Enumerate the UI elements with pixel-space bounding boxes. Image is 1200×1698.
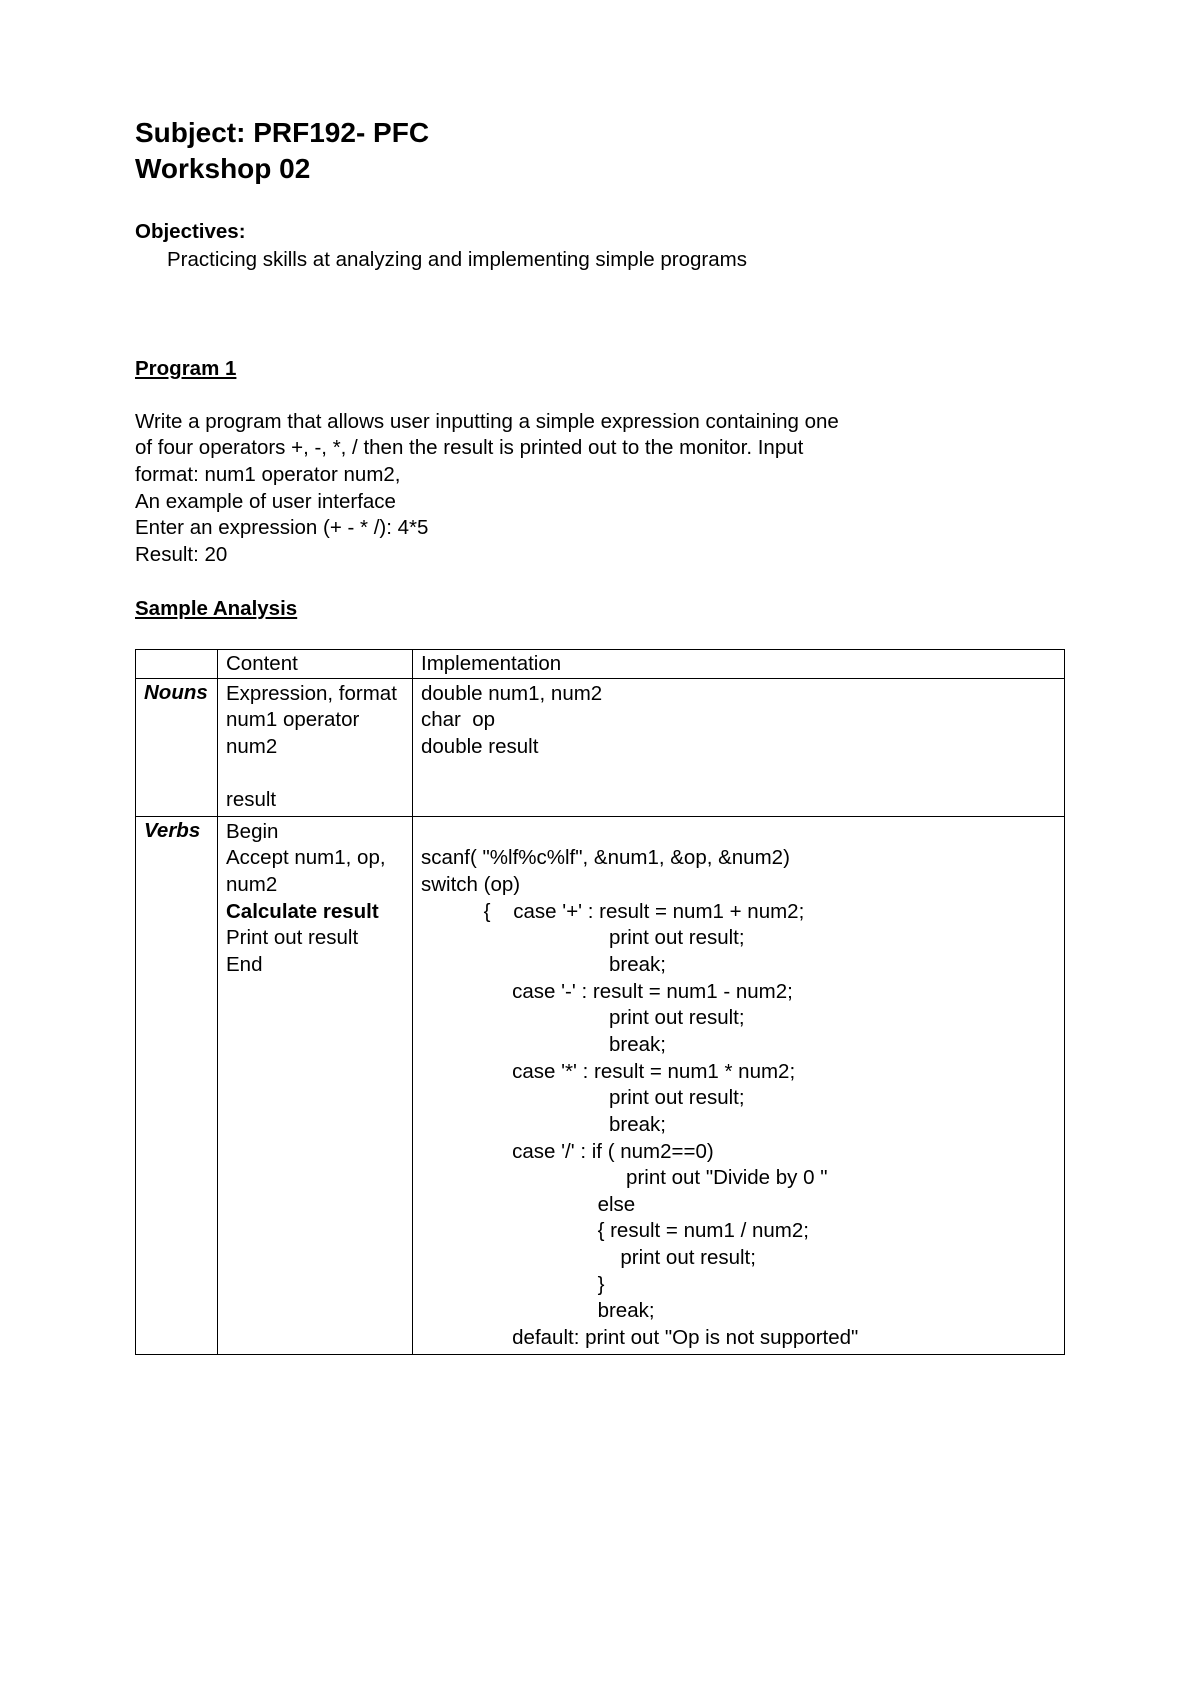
desc-line-3: format: num1 operator num2, [135,462,1065,489]
nouns-impl: double num1, num2 char op double result [421,681,1056,761]
program-description: Write a program that allows user inputti… [135,409,1065,569]
verbs-content: Begin Accept num1, op, num2 Calculate re… [226,819,404,979]
nouns-content: Expression, format num1 operator num2 re… [226,681,404,814]
desc-line-1: Write a program that allows user inputti… [135,409,1065,436]
desc-line-4: An example of user interface [135,489,1065,516]
document-title: Subject: PRF192- PFC Workshop 02 [135,115,1065,188]
nouns-label: Nouns [136,678,218,816]
desc-line-6: Result: 20 [135,542,1065,569]
header-col2: Content [218,649,413,678]
header-col1 [136,649,218,678]
title-line-1: Subject: PRF192- PFC [135,117,429,148]
table-row-verbs: Verbs Begin Accept num1, op, num2 Calcul… [136,816,1065,1354]
table-header-row: Content Implementation [136,649,1065,678]
verbs-label: Verbs [136,816,218,1354]
objectives-text: Practicing skills at analyzing and imple… [135,248,1065,272]
objectives-heading: Objectives: [135,220,1065,244]
table-row-nouns: Nouns Expression, format num1 operator n… [136,678,1065,816]
sample-analysis-heading: Sample Analysis [135,597,1065,621]
analysis-table: Content Implementation Nouns Expression,… [135,649,1065,1355]
desc-line-5: Enter an expression (+ - * /): 4*5 [135,515,1065,542]
header-col3: Implementation [413,649,1065,678]
verbs-impl: scanf( "%lf%c%lf", &num1, &op, &num2) sw… [421,819,1056,1352]
title-line-2: Workshop 02 [135,153,310,184]
desc-line-2: of four operators +, -, *, / then the re… [135,435,1065,462]
program-heading: Program 1 [135,357,1065,381]
